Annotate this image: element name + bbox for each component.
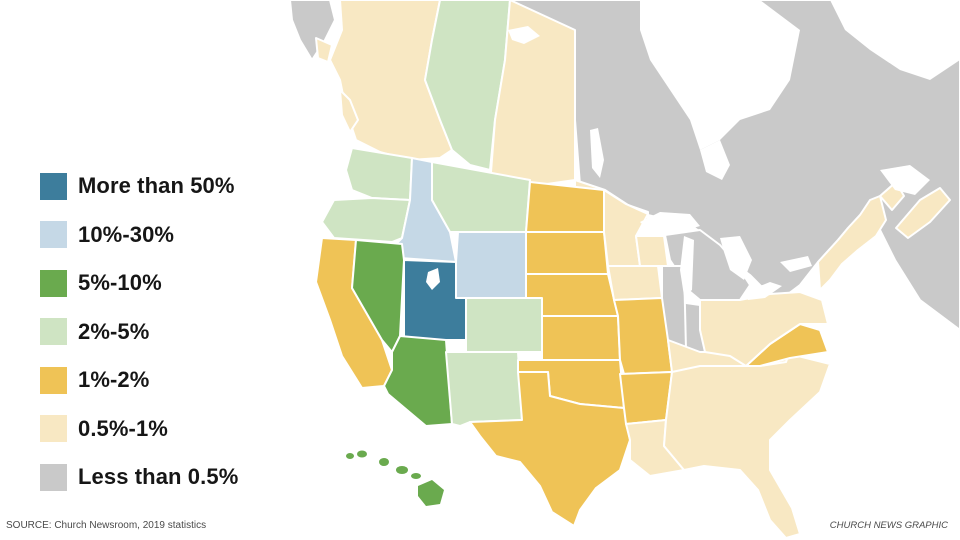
lake-michigan	[680, 236, 694, 296]
region-southeast	[663, 353, 831, 539]
legend-label: 10%-30%	[78, 221, 175, 247]
state-texas	[469, 371, 631, 527]
state-arkansas	[619, 371, 673, 425]
state-arizona	[383, 335, 453, 427]
hawaii-island-big	[418, 480, 444, 506]
legend-label: 5%-10%	[78, 270, 162, 296]
region-maritimes	[895, 187, 951, 239]
legend-item-2-5: 2%-5%	[40, 308, 340, 357]
legend-swatch	[40, 172, 67, 200]
gulf-st-lawrence	[880, 165, 930, 195]
hawaii-island-3	[379, 458, 389, 466]
legend-item-1-2: 1%-2%	[40, 356, 340, 405]
legend-item-less-than-0-5: Less than 0.5%	[40, 453, 340, 502]
graphic-credit: CHURCH NEWS GRAPHIC	[829, 520, 948, 531]
legend-swatch	[40, 463, 67, 491]
lake-erie	[745, 282, 782, 300]
legend-item-5-10: 5%-10%	[40, 259, 340, 308]
legend-item-more-than-50: More than 50%	[40, 162, 340, 211]
lake-winnipeg	[590, 128, 604, 178]
state-missouri	[613, 297, 673, 375]
hawaii-island-5	[411, 473, 421, 479]
state-colorado	[465, 297, 543, 353]
hawaii-island-2	[357, 450, 367, 458]
baffin-water	[830, 0, 960, 80]
james-bay	[700, 140, 730, 180]
state-iowa	[607, 265, 663, 301]
region-new-england	[817, 195, 887, 291]
hudson-bay	[640, 0, 800, 150]
great-slave-lake	[508, 26, 540, 44]
state-north-dakota	[525, 181, 605, 233]
legend-swatch	[40, 221, 67, 249]
legend-swatch	[40, 269, 67, 297]
legend: More than 50% 10%-30% 5%-10% 2%-5% 1%-2%…	[40, 162, 340, 502]
legend-swatch	[40, 366, 67, 394]
hawaii	[346, 450, 444, 506]
lake-ontario	[780, 256, 812, 272]
state-washington	[345, 147, 413, 201]
lake-huron	[720, 236, 752, 280]
lake-great-salt	[426, 268, 440, 290]
legend-label: More than 50%	[78, 173, 235, 199]
legend-label: Less than 0.5%	[78, 464, 239, 490]
state-wisconsin	[635, 235, 669, 267]
hawaii-island-1	[346, 453, 354, 459]
water-bodies	[508, 0, 960, 300]
state-new-mexico	[445, 351, 523, 427]
legend-item-0-5-1: 0.5%-1%	[40, 405, 340, 454]
region-vancouver-island	[339, 89, 359, 133]
state-wyoming	[455, 231, 527, 299]
legend-swatch	[40, 318, 67, 346]
legend-swatch	[40, 415, 67, 443]
state-oregon	[321, 197, 411, 243]
region-nw-pale	[315, 37, 333, 63]
legend-label: 2%-5%	[78, 318, 150, 344]
map-regions	[289, 0, 960, 539]
legend-item-10-30: 10%-30%	[40, 211, 340, 260]
legend-label: 1%-2%	[78, 367, 150, 393]
source-note: SOURCE: Church Newsroom, 2019 statistics	[6, 520, 207, 531]
lake-superior	[640, 212, 700, 232]
state-south-dakota	[525, 231, 609, 275]
legend-label: 0.5%-1%	[78, 415, 168, 441]
state-kansas	[541, 315, 621, 361]
hawaii-island-4	[396, 466, 408, 474]
